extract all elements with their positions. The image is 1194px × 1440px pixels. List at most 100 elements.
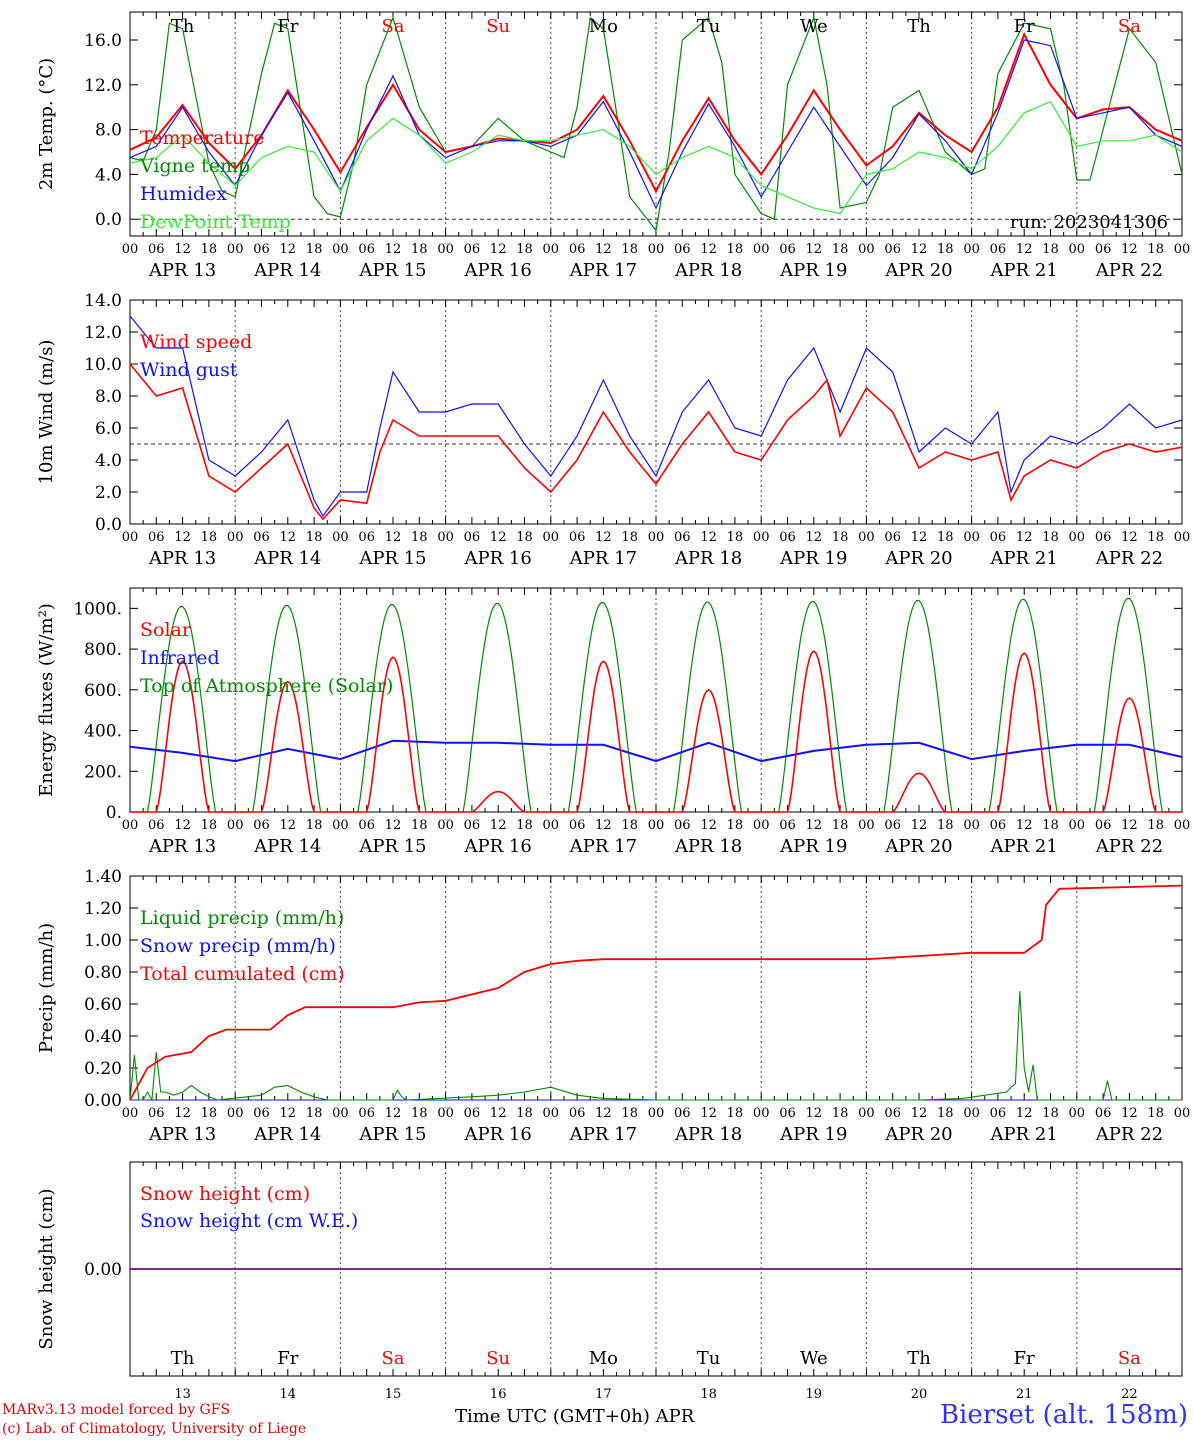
day-label: APR 13 xyxy=(148,548,216,569)
day-label: APR 20 xyxy=(884,548,952,569)
day-label: APR 16 xyxy=(464,260,532,281)
panel-2: 0.0 2.0 4.0 6.0 8.0 10.0 12.0 14.0 10m Wind (m/s… xyxy=(36,291,1190,569)
hour-tick-label: 00 xyxy=(753,1106,770,1121)
hour-tick-label: 06 xyxy=(990,242,1007,257)
y-tick-label: 1.20 xyxy=(84,899,122,919)
day-number-label: 16 xyxy=(490,1387,507,1402)
hour-tick-label: 00 xyxy=(543,242,560,257)
hour-tick-label: 18 xyxy=(832,1106,849,1121)
legend-entry: Humidex xyxy=(140,183,227,205)
y-tick-label: 12.0 xyxy=(84,323,122,343)
hour-tick-label: 00 xyxy=(227,242,244,257)
hour-tick-label: 18 xyxy=(621,818,638,833)
hour-tick-label: 18 xyxy=(306,530,323,545)
hour-tick-label: 18 xyxy=(937,818,954,833)
panel-4: 0.00 0.20 0.40 0.60 0.80 1.00 1.20 1.40 Precip (… xyxy=(36,867,1190,1145)
hour-tick-label: 12 xyxy=(174,530,191,545)
day-label: APR 16 xyxy=(464,836,532,857)
hour-tick-label: 06 xyxy=(674,242,691,257)
hour-tick-label: 00 xyxy=(543,530,560,545)
day-label: APR 17 xyxy=(569,1124,637,1145)
hour-tick-label: 00 xyxy=(963,530,980,545)
hour-tick-label: 18 xyxy=(727,530,744,545)
day-label: APR 17 xyxy=(569,836,637,857)
day-label: APR 13 xyxy=(148,1124,216,1145)
day-label: APR 19 xyxy=(779,260,847,281)
panel-3: 0. 200. 400. 600. 800. 1000. Energy fluxes (W/… xyxy=(36,587,1190,857)
hour-tick-label: 18 xyxy=(1042,1106,1059,1121)
hour-tick-label: 00 xyxy=(963,242,980,257)
hour-tick-label: 12 xyxy=(385,818,402,833)
hour-tick-label: 18 xyxy=(727,818,744,833)
weekday-label: Th xyxy=(171,16,195,37)
weekday-label: We xyxy=(800,16,828,37)
hour-tick-label: 12 xyxy=(1016,242,1033,257)
day-label: APR 20 xyxy=(884,260,952,281)
hour-tick-label: 12 xyxy=(490,530,507,545)
hour-tick-label: 00 xyxy=(963,818,980,833)
day-label: APR 14 xyxy=(253,260,321,281)
legend-entry: Snow height (cm) xyxy=(140,1183,310,1205)
day-label: APR 18 xyxy=(674,1124,742,1145)
hour-tick-label: 06 xyxy=(779,530,796,545)
hour-tick-label: 18 xyxy=(621,530,638,545)
day-number-label: 17 xyxy=(595,1387,612,1402)
hour-tick-label: 18 xyxy=(306,242,323,257)
hour-tick-label: 00 xyxy=(858,1106,875,1121)
hour-tick-label: 00 xyxy=(648,242,665,257)
hour-tick-label: 00 xyxy=(858,530,875,545)
hour-tick-label: 06 xyxy=(674,530,691,545)
series-line-liquid-precip-mm-h- xyxy=(129,991,1182,1102)
hour-tick-label: 12 xyxy=(1121,242,1138,257)
y-tick-label: 800. xyxy=(84,640,122,660)
hour-tick-label: 06 xyxy=(779,242,796,257)
series-line-solar xyxy=(130,650,1182,813)
weekday-label: Mo xyxy=(589,16,618,37)
day-label: APR 14 xyxy=(253,548,321,569)
hour-tick-label: 18 xyxy=(201,530,218,545)
series-line-dewpoint-temp xyxy=(129,100,1183,215)
hour-tick-label: 12 xyxy=(911,1106,928,1121)
hour-tick-label: 00 xyxy=(1174,1106,1191,1121)
panel-5: 0.00 Snow height (cm) Snow height (cm) Snow… xyxy=(36,1161,1183,1402)
hour-tick-label: 00 xyxy=(1069,530,1086,545)
hour-tick-label: 12 xyxy=(1016,818,1033,833)
hour-tick-label: 18 xyxy=(621,1106,638,1121)
hour-tick-label: 18 xyxy=(1042,242,1059,257)
hour-tick-label: 00 xyxy=(332,530,349,545)
hour-tick-label: 06 xyxy=(253,530,270,545)
hour-tick-label: 06 xyxy=(148,242,165,257)
legend-entry: Liquid precip (mm/h) xyxy=(140,907,344,929)
y-tick-label: 0.00 xyxy=(84,1091,122,1111)
hour-tick-label: 00 xyxy=(1069,1106,1086,1121)
weekday-label: Tu xyxy=(697,16,721,37)
hour-tick-label: 12 xyxy=(1016,1106,1033,1121)
hour-tick-label: 12 xyxy=(1121,818,1138,833)
hour-tick-label: 00 xyxy=(437,242,454,257)
day-label: APR 15 xyxy=(358,836,426,857)
hour-tick-label: 12 xyxy=(174,818,191,833)
y-tick-label: 14.0 xyxy=(84,291,122,311)
hour-tick-label: 00 xyxy=(543,818,560,833)
hour-tick-label: 12 xyxy=(806,1106,823,1121)
hour-tick-label: 06 xyxy=(779,818,796,833)
y-axis-label: Precip (mm/h) xyxy=(36,923,57,1053)
weekday-label: Su xyxy=(486,1348,510,1369)
y-axis-label: Snow height (cm) xyxy=(36,1188,57,1349)
hour-tick-label: 12 xyxy=(280,1106,297,1121)
hour-tick-label: 18 xyxy=(516,242,533,257)
day-label: APR 13 xyxy=(148,260,216,281)
hour-tick-label: 06 xyxy=(884,242,901,257)
hour-tick-label: 06 xyxy=(1095,242,1112,257)
legend-entry: Top of Atmosphere (Solar) xyxy=(140,675,393,697)
hour-tick-label: 06 xyxy=(253,242,270,257)
hour-tick-label: 00 xyxy=(437,530,454,545)
hour-tick-label: 06 xyxy=(464,242,481,257)
hour-tick-label: 06 xyxy=(779,1106,796,1121)
hour-tick-label: 12 xyxy=(280,242,297,257)
hour-tick-label: 12 xyxy=(490,1106,507,1121)
hour-tick-label: 12 xyxy=(700,1106,717,1121)
hour-tick-label: 12 xyxy=(280,818,297,833)
y-tick-label: 0. xyxy=(106,803,122,823)
hour-tick-label: 06 xyxy=(569,242,586,257)
